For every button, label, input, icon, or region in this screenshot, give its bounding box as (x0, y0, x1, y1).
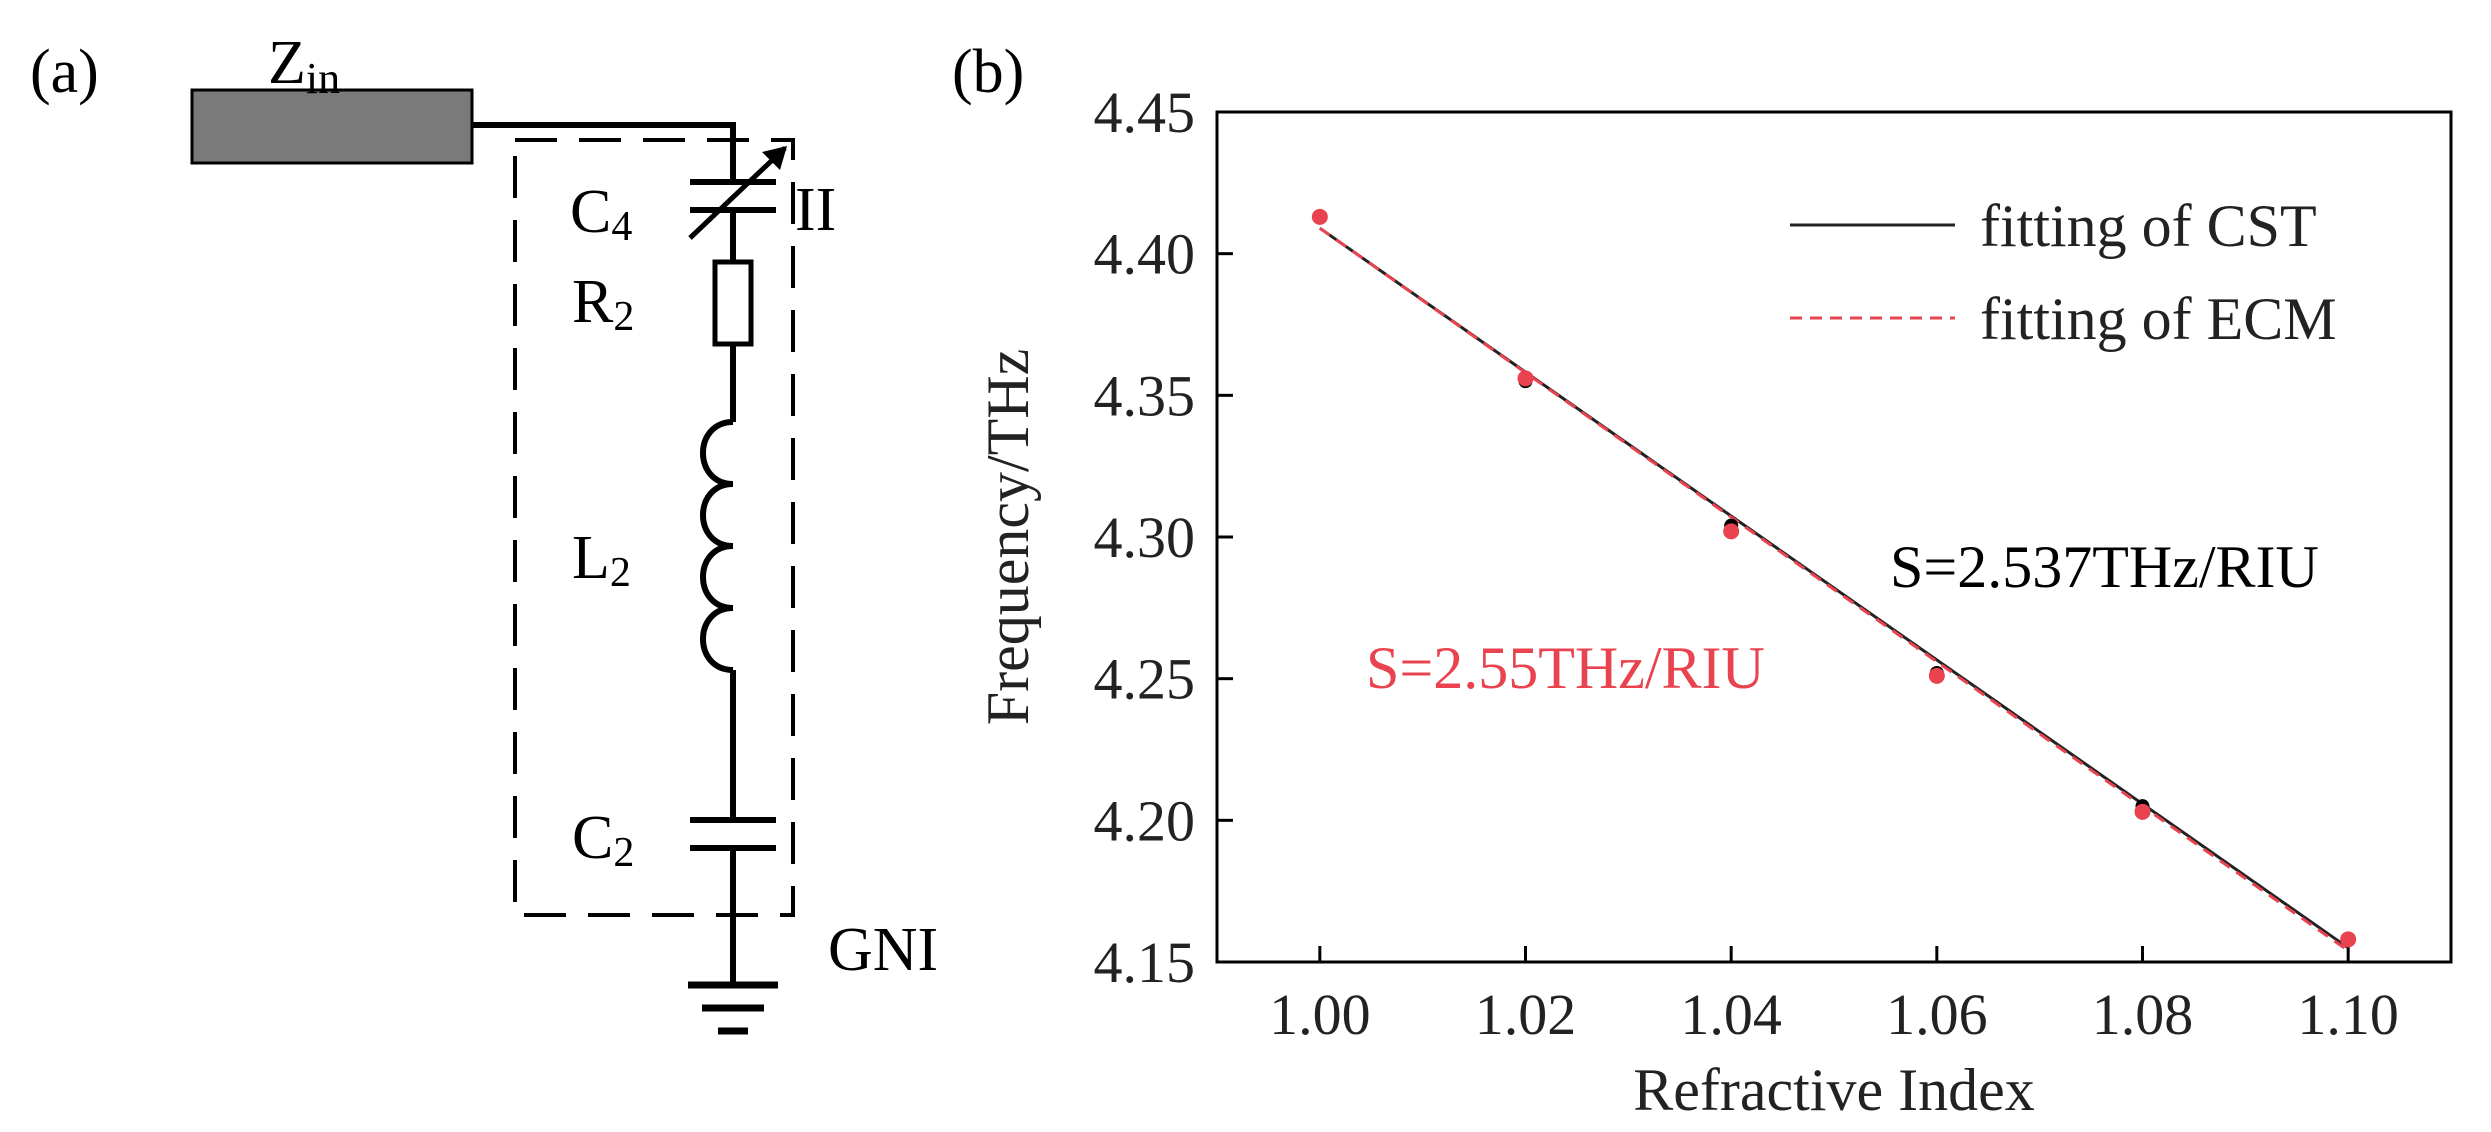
c2-label-main: C (572, 804, 613, 872)
legend-label-cst: fitting of CST (1980, 193, 2317, 259)
series-layer (1311, 208, 2357, 952)
r2-label: R2 (572, 268, 634, 340)
panel-b-label: (b) (952, 38, 1024, 106)
l2-inductor (700, 419, 734, 673)
legend-label-ecm: fitting of ECM (1980, 286, 2337, 352)
x-tick-label: 1.06 (1886, 982, 1988, 1047)
annotation-cst-sensitivity: S=2.537THz/RIU (1890, 534, 2319, 600)
x-tick-label: 1.04 (1680, 982, 1782, 1047)
annotation-ecm-sensitivity: S=2.55THz/RIU (1366, 635, 1765, 701)
l2-label: L2 (572, 524, 631, 596)
gnd-label: GNI (828, 916, 938, 984)
zin-label-sub: in (306, 54, 340, 103)
y-tick-label: 4.30 (1094, 505, 1196, 570)
c4-label-sub: 4 (611, 204, 632, 250)
data-point-ecm (1928, 667, 1945, 684)
x-axis-ticks: 1.00 1.02 1.04 1.06 1.08 1.10 (1269, 946, 2399, 1047)
zin-block (190, 88, 474, 165)
data-point-ecm (2340, 931, 2357, 948)
y-tick-label: 4.45 (1094, 80, 1196, 145)
y-axis-label: Frequency/THz (975, 349, 1041, 726)
x-tick-label: 1.02 (1475, 982, 1577, 1047)
l2-label-sub: 2 (610, 550, 631, 596)
dashed-enclosure (513, 138, 795, 917)
y-tick-label: 4.40 (1094, 222, 1196, 287)
c2-label: C2 (572, 804, 634, 876)
data-point-ecm (1723, 523, 1740, 540)
c4-label: C4 (570, 178, 632, 250)
legend: fitting of CST fitting of ECM (1790, 193, 2337, 352)
ground-icon (688, 981, 778, 1035)
x-tick-label: 1.10 (2297, 982, 2399, 1047)
branch-label: II (795, 176, 836, 244)
panel-b-chart: (b) 1.00 1.02 1.04 1.06 1.08 1.10 4.15 4.20 4.2… (952, 38, 2453, 1123)
c2-label-sub: 2 (613, 830, 634, 876)
zin-label: Zin (268, 29, 340, 103)
top-wire (472, 122, 736, 182)
x-tick-label: 1.00 (1269, 982, 1371, 1047)
panel-a-label: (a) (30, 38, 99, 106)
x-axis-label: Refractive Index (1633, 1057, 2034, 1123)
x-tick-label: 1.08 (2092, 982, 2194, 1047)
series-line-fitting-of-ecm (1318, 226, 2350, 952)
y-tick-label: 4.15 (1094, 930, 1196, 995)
panel-a-circuit: (a) Zin C4 II R2 L2 (30, 29, 938, 1035)
r2-resistor (712, 259, 754, 347)
data-point-ecm (1517, 370, 1534, 387)
c4-label-main: C (570, 178, 611, 246)
data-point-ecm (1311, 208, 1328, 225)
y-tick-label: 4.25 (1094, 647, 1196, 712)
c4-variable-arrow-head (762, 146, 787, 170)
data-point-ecm (2134, 803, 2151, 820)
r2-label-main: R (572, 268, 614, 336)
y-axis-ticks: 4.15 4.20 4.25 4.30 4.35 4.40 4.45 (1094, 80, 1233, 995)
y-tick-label: 4.35 (1094, 363, 1196, 428)
c4-variable-arrow-shaft (688, 146, 787, 240)
y-tick-label: 4.20 (1094, 788, 1196, 853)
zin-label-main: Z (268, 29, 306, 97)
r2-label-sub: 2 (613, 294, 634, 340)
l2-label-main: L (572, 524, 610, 592)
